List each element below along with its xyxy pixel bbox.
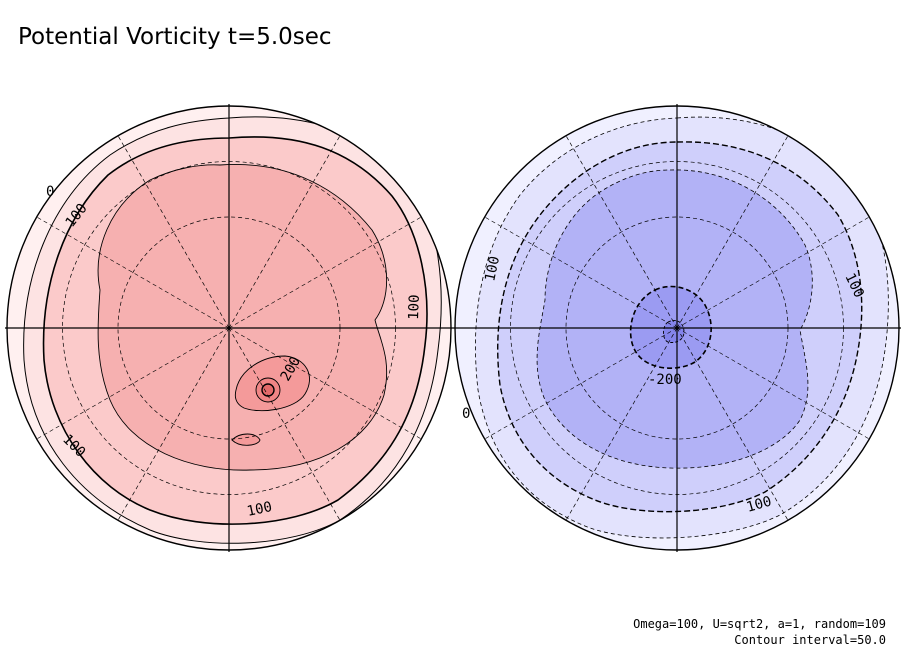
right-label-100-a: 100 — [482, 255, 503, 283]
left-meridian-300 — [228, 135, 341, 329]
footer-annotation: Omega=100, U=sqrt2, a=1, random=109 Cont… — [633, 616, 886, 648]
right-meridian-30 — [676, 327, 870, 440]
left-meridian-210 — [36, 216, 230, 329]
left-label-100-d: 100 — [246, 499, 274, 520]
right-label-0: 0 — [462, 406, 470, 422]
left-meridian-120 — [117, 327, 230, 521]
left-band-250 — [261, 383, 275, 397]
right-meridian-300 — [676, 135, 789, 329]
right-meridian-120 — [565, 327, 678, 521]
left-blob-a — [231, 433, 261, 446]
left-band-100 — [97, 164, 388, 471]
south-hemisphere-map — [453, 104, 901, 552]
contour-interval-text: Contour interval=50.0 — [734, 633, 886, 647]
right-meridian-330 — [676, 216, 870, 329]
left-meridian-60 — [228, 327, 341, 521]
left-label-0: 0 — [46, 184, 54, 200]
right-band-200 — [663, 320, 685, 343]
right-meridian-60 — [676, 327, 789, 521]
right-label-minus200: -200 — [648, 372, 682, 388]
chart-title: Potential Vorticity t=5.0sec — [18, 24, 332, 50]
right-meridian-210 — [484, 216, 678, 329]
right-label-100-c: 100 — [745, 493, 774, 515]
left-label-100-b: 100 — [406, 294, 423, 320]
params-text: Omega=100, U=sqrt2, a=1, random=109 — [633, 617, 886, 631]
left-meridian-150 — [36, 327, 230, 440]
right-meridian-240 — [565, 135, 678, 329]
north-hemisphere-map — [5, 104, 453, 552]
left-meridian-330 — [228, 216, 422, 329]
left-meridian-240 — [117, 135, 230, 329]
left-meridian-30 — [228, 327, 422, 440]
right-meridian-150 — [484, 327, 678, 440]
